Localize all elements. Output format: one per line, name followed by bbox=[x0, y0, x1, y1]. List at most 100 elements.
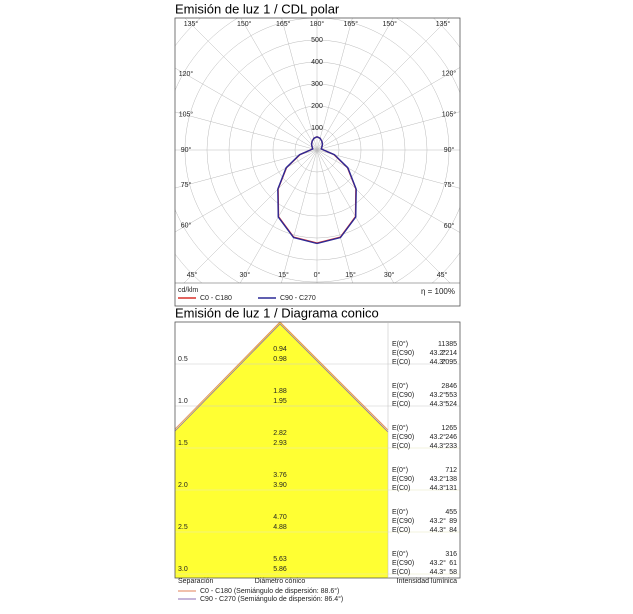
e-angle: 44.3° bbox=[430, 526, 447, 534]
angle-label: 30° bbox=[240, 271, 251, 279]
e-value: 553 bbox=[445, 392, 457, 399]
angle-label: 15° bbox=[345, 271, 356, 279]
angle-label: 75° bbox=[181, 181, 192, 189]
cone-frame bbox=[174, 321, 461, 579]
e-value: 233 bbox=[445, 443, 457, 450]
diameter-value: 3.90 bbox=[273, 482, 287, 489]
grid-spoke bbox=[239, 149, 318, 283]
grid-spoke bbox=[281, 18, 318, 151]
e-label: E(C0) bbox=[392, 359, 410, 366]
angle-label: 45° bbox=[187, 271, 198, 279]
e-label: E(C0) bbox=[392, 401, 410, 408]
grid-spoke bbox=[175, 149, 318, 233]
e-value: 58 bbox=[449, 569, 457, 576]
angle-label: 0° bbox=[314, 271, 321, 279]
grid-spoke bbox=[316, 67, 460, 151]
column-header: Intensidad lumínica bbox=[397, 578, 457, 585]
e-angle: 44.3° bbox=[430, 442, 447, 450]
grid-spoke bbox=[316, 149, 451, 283]
e-label: E(C0) bbox=[392, 485, 410, 492]
diameter-value: 5.86 bbox=[273, 566, 287, 573]
grid-spoke bbox=[316, 149, 395, 283]
angle-label: 180° bbox=[310, 20, 325, 28]
angle-label: 135° bbox=[436, 20, 451, 28]
grid-spoke bbox=[316, 149, 353, 283]
grid-spoke bbox=[316, 111, 460, 151]
angle-label: 75° bbox=[444, 181, 455, 189]
e-label: E(C90) bbox=[392, 392, 414, 399]
e-value: 246 bbox=[445, 434, 457, 441]
grid-spoke bbox=[281, 149, 318, 283]
grid-spoke bbox=[183, 149, 318, 283]
e-angle: 43.2° bbox=[430, 433, 447, 441]
diameter-value: 3.76 bbox=[273, 472, 287, 479]
r-tick-label: 500 bbox=[311, 37, 323, 44]
e-angle: 44.3° bbox=[430, 358, 447, 366]
e-label: E(C0) bbox=[392, 527, 410, 534]
e-value: 89 bbox=[449, 518, 457, 525]
angle-label: 150° bbox=[383, 20, 398, 28]
height-label: 2.0 bbox=[178, 482, 188, 489]
e-value: 2214 bbox=[441, 350, 457, 357]
angle-label: 90° bbox=[444, 146, 455, 154]
e-label: E(C90) bbox=[392, 560, 414, 567]
chart-title: Emisión de luz 1 / CDL polar bbox=[175, 1, 340, 16]
legend-label: C0 - C180 (Semiángulo de dispersión: 88.… bbox=[200, 587, 339, 595]
angle-label: 120° bbox=[179, 70, 194, 78]
angle-label: 45° bbox=[437, 271, 448, 279]
angle-label: 60° bbox=[181, 221, 192, 229]
angle-label: 165° bbox=[344, 20, 359, 28]
e-value: 61 bbox=[449, 560, 457, 567]
r-tick-label: 300 bbox=[311, 81, 323, 88]
unit-label: cd/klm bbox=[178, 287, 198, 294]
diameter-value: 0.98 bbox=[273, 356, 287, 363]
e-value: 131 bbox=[445, 485, 457, 492]
chart-title: Emisión de luz 1 / Diagrama conico bbox=[175, 305, 379, 320]
angle-label: 120° bbox=[442, 70, 457, 78]
polar-frame bbox=[174, 17, 461, 307]
e-value: 2095 bbox=[441, 359, 457, 366]
e-angle: 44.3° bbox=[430, 400, 447, 408]
r-tick-label: 400 bbox=[311, 59, 323, 66]
e-label: E(0°) bbox=[392, 466, 408, 474]
intensity-curve bbox=[316, 136, 357, 244]
e-angle: 44.3° bbox=[430, 484, 447, 492]
e-angle: 44.3° bbox=[430, 568, 447, 576]
grid-spoke bbox=[175, 149, 318, 189]
grid-spoke bbox=[175, 67, 318, 151]
intensity-curve bbox=[277, 136, 318, 244]
legend-label: C90 - C270 bbox=[280, 295, 316, 302]
height-label: 1.0 bbox=[178, 398, 188, 405]
diameter-value: 5.63 bbox=[273, 556, 287, 563]
column-header: Separación bbox=[178, 578, 214, 585]
e-label: E(0°) bbox=[392, 550, 408, 558]
angle-label: 105° bbox=[442, 110, 457, 118]
e-value: 84 bbox=[449, 527, 457, 534]
e-label: E(0°) bbox=[392, 508, 408, 516]
e-label: E(C0) bbox=[392, 443, 410, 450]
diameter-value: 2.93 bbox=[273, 440, 287, 447]
grid-spoke bbox=[316, 149, 460, 233]
grid-spoke bbox=[316, 149, 460, 189]
cone-fill bbox=[175, 322, 388, 578]
r-tick-label: 200 bbox=[311, 103, 323, 110]
grid-spoke bbox=[184, 18, 318, 151]
r-tick-label: 100 bbox=[311, 125, 323, 132]
e-value: 1265 bbox=[441, 425, 457, 432]
intensity-curve bbox=[277, 136, 318, 245]
diameter-value: 1.95 bbox=[273, 398, 287, 405]
diameter-value: 4.70 bbox=[273, 514, 287, 521]
diameter-value: 4.88 bbox=[273, 524, 287, 531]
diameter-value: 1.88 bbox=[273, 388, 287, 395]
e-angle: 43.2° bbox=[430, 391, 447, 399]
e-value: 524 bbox=[445, 401, 457, 408]
height-label: 0.5 bbox=[178, 356, 188, 363]
e-label: E(0°) bbox=[392, 382, 408, 390]
e-angle: 43.2° bbox=[430, 559, 447, 567]
diameter-value: 0.94 bbox=[273, 346, 287, 353]
e-angle: 43.2° bbox=[430, 517, 447, 525]
angle-label: 165° bbox=[276, 20, 291, 28]
angle-label: 135° bbox=[184, 20, 199, 28]
e-value: 2846 bbox=[441, 383, 457, 390]
